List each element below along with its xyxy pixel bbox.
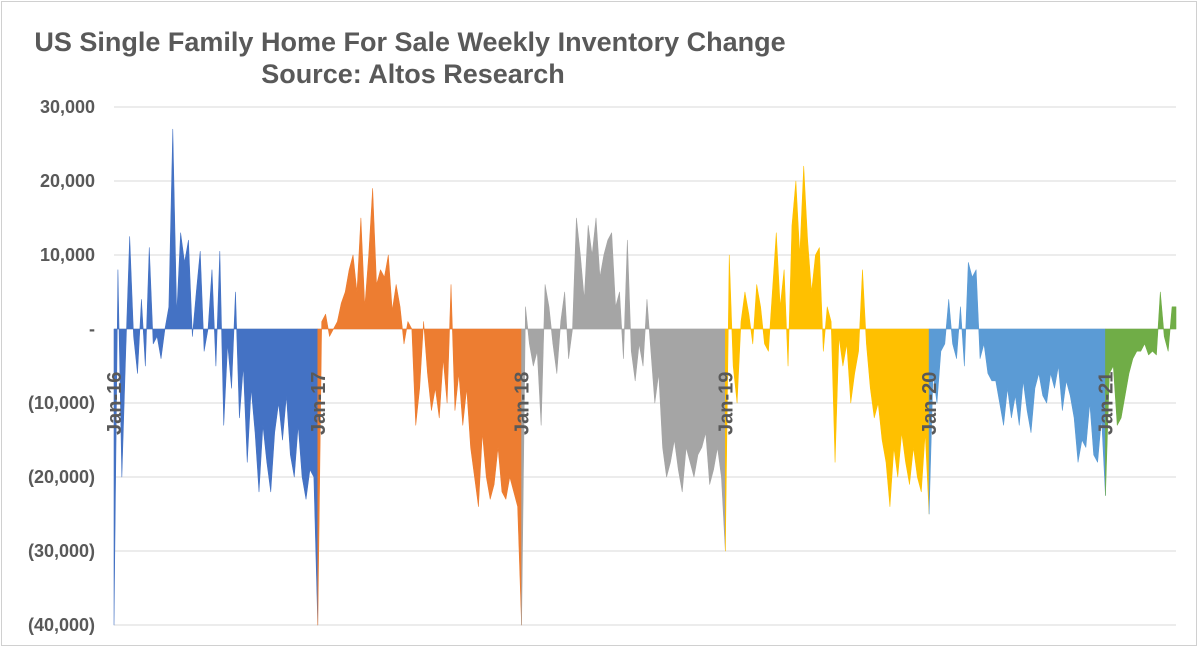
x-tick-label: Jan-21: [1096, 372, 1118, 435]
series-area: [725, 165, 930, 552]
x-tick-label: Jan-19: [715, 372, 737, 435]
series-area: [928, 262, 1106, 515]
y-tick-label: (20,000): [28, 467, 95, 487]
y-tick-label: (30,000): [28, 541, 95, 561]
y-axis-ticks: 30,000 20,000 10,000 - (10,000) (20,000) (30,0…: [28, 97, 95, 635]
y-tick-label: 30,000: [40, 97, 95, 117]
series-area: [317, 188, 522, 626]
x-tick-label: Jan-18: [512, 372, 534, 435]
x-axis-ticks: Jan-16 Jan-17 Jan-18 Jan-19 Jan-20 Jan-21: [104, 372, 1118, 435]
y-tick-label: 20,000: [40, 171, 95, 191]
chart-subtitle: Source: Altos Research: [261, 59, 565, 89]
chart-title: US Single Family Home For Sale Weekly In…: [34, 27, 785, 57]
series-area: [113, 128, 319, 626]
series-areas: [113, 128, 1177, 626]
x-tick-label: Jan-17: [308, 372, 330, 435]
y-tick-label: (40,000): [28, 615, 95, 635]
y-tick-label: -: [89, 319, 95, 339]
y-tick-label: (10,000): [28, 393, 95, 413]
series-area: [1105, 291, 1177, 496]
x-tick-label: Jan-16: [104, 372, 126, 435]
x-tick-label: Jan-20: [919, 372, 941, 435]
series-area: [521, 217, 726, 626]
y-tick-label: 10,000: [40, 245, 95, 265]
